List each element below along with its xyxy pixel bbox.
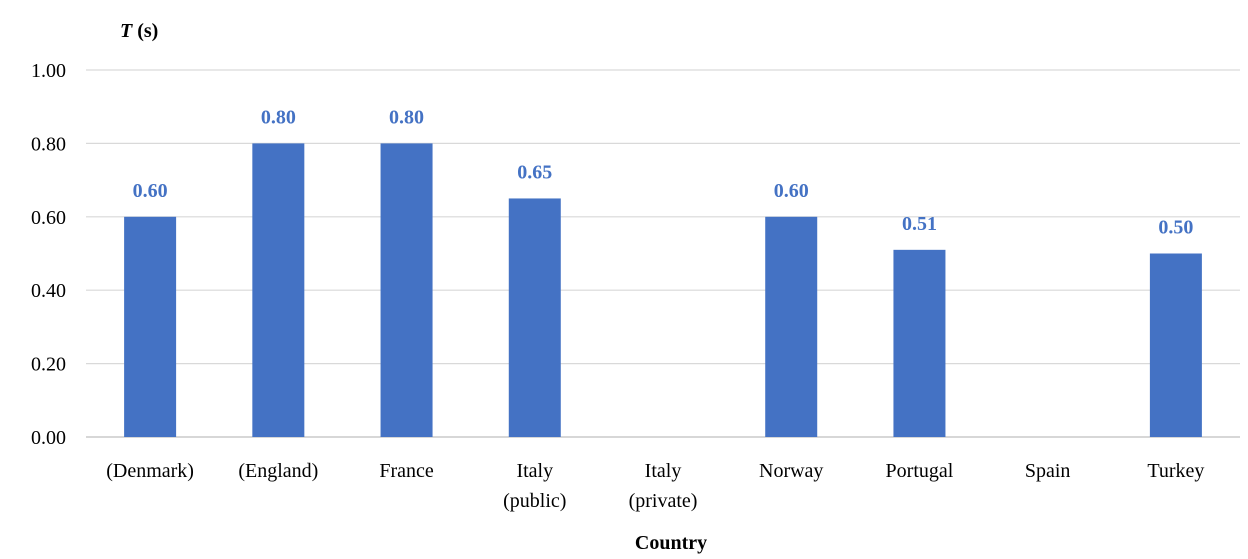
bars — [124, 143, 1202, 437]
y-tick-label: 0.00 — [31, 427, 66, 449]
x-tick-label: Spain — [1025, 460, 1071, 482]
bar — [380, 143, 433, 437]
bar — [252, 143, 305, 437]
bar — [508, 198, 561, 437]
data-label: 0.60 — [133, 180, 168, 202]
y-axis-title-symbol: T — [120, 20, 133, 42]
x-tick-label: Portugal — [886, 460, 954, 482]
data-label: 0.65 — [517, 161, 552, 183]
x-axis-title: Country — [635, 532, 707, 554]
data-label: 0.50 — [1158, 217, 1193, 239]
y-tick-label: 0.80 — [31, 133, 66, 155]
y-tick-label: 0.20 — [31, 354, 66, 376]
x-tick-label: Italy (private) — [629, 460, 698, 512]
bar — [765, 216, 818, 437]
x-tick-label: France — [379, 460, 434, 482]
data-label: 0.80 — [261, 106, 296, 128]
data-label: 0.80 — [389, 106, 424, 128]
x-tick-label: Italy (public) — [503, 460, 566, 512]
y-tick-label: 0.40 — [31, 280, 66, 302]
bar — [124, 216, 177, 437]
data-label: 0.60 — [774, 180, 809, 202]
x-tick-label: Norway — [759, 460, 823, 482]
x-axis-categories: (Denmark) (England) France Italy (public) Ita… — [106, 460, 1204, 512]
y-axis-title-unit: (s) — [132, 20, 158, 42]
data-label: 0.51 — [902, 213, 937, 235]
x-tick-label: Turkey — [1147, 460, 1204, 482]
y-tick-label: 0.60 — [31, 207, 66, 229]
bar — [1149, 253, 1202, 437]
x-tick-label: (Denmark) — [106, 460, 194, 482]
data-labels: 0.60 0.80 0.80 0.65 0.60 0.51 0.50 — [133, 106, 1194, 238]
y-axis-title: T (s) — [120, 20, 158, 42]
x-tick-label: (England) — [238, 460, 318, 482]
bar — [893, 249, 946, 437]
y-tick-label: 1.00 — [31, 60, 66, 82]
y-axis-ticks: 0.00 0.20 0.40 0.60 0.80 1.00 — [31, 60, 66, 449]
